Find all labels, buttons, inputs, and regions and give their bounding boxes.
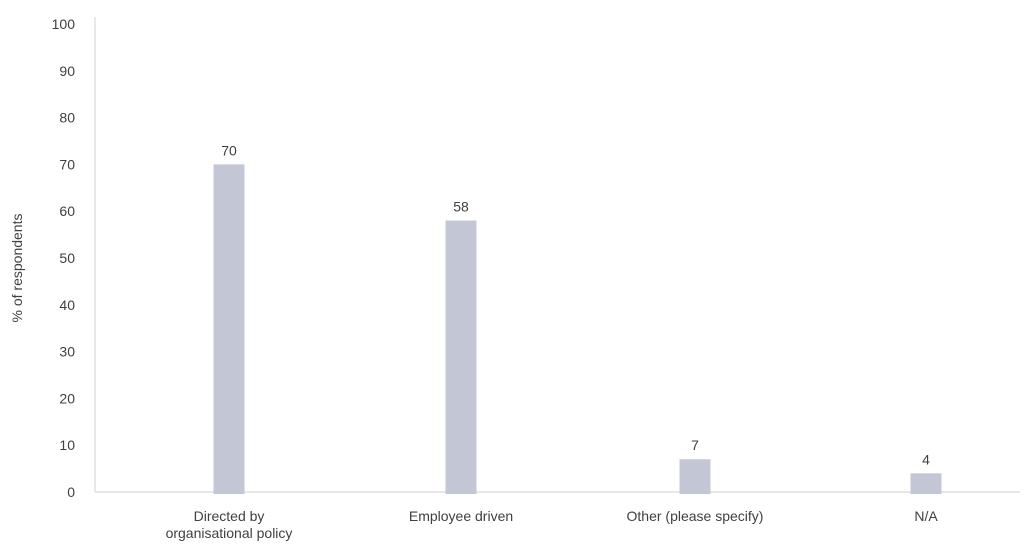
y-tick-label: 0 bbox=[67, 484, 75, 500]
y-tick-label: 90 bbox=[59, 63, 75, 79]
data-label: 4 bbox=[922, 451, 930, 467]
bar bbox=[910, 473, 942, 494]
y-tick-label: 60 bbox=[59, 203, 75, 219]
data-label: 7 bbox=[691, 437, 699, 453]
y-tick-label: 20 bbox=[59, 390, 75, 406]
y-tick-label: 30 bbox=[59, 344, 75, 360]
y-tick-label: 50 bbox=[59, 250, 75, 266]
category-labels: Directed by organisational policy Employee… bbox=[166, 508, 939, 541]
data-label: 70 bbox=[221, 142, 237, 158]
y-axis-title: % of respondents bbox=[9, 214, 25, 323]
y-tick-label: 100 bbox=[52, 16, 76, 32]
data-labels: 70 58 7 4 bbox=[221, 142, 930, 467]
bar bbox=[679, 459, 711, 494]
bar bbox=[213, 164, 245, 494]
data-label: 58 bbox=[453, 199, 469, 215]
bars bbox=[213, 164, 942, 494]
y-tick-label: 80 bbox=[59, 110, 75, 126]
category-label: Employee driven bbox=[409, 508, 513, 524]
y-tick-label: 10 bbox=[59, 437, 75, 453]
y-axis: 0 10 20 30 40 50 60 70 80 90 100 bbox=[52, 16, 96, 500]
category-label: N/A bbox=[914, 508, 938, 524]
y-tick-label: 70 bbox=[59, 156, 75, 172]
category-label: Other (please specify) bbox=[627, 508, 764, 524]
bar bbox=[445, 220, 477, 494]
y-tick-label: 40 bbox=[59, 297, 75, 313]
category-label: Directed by organisational policy bbox=[166, 508, 293, 541]
